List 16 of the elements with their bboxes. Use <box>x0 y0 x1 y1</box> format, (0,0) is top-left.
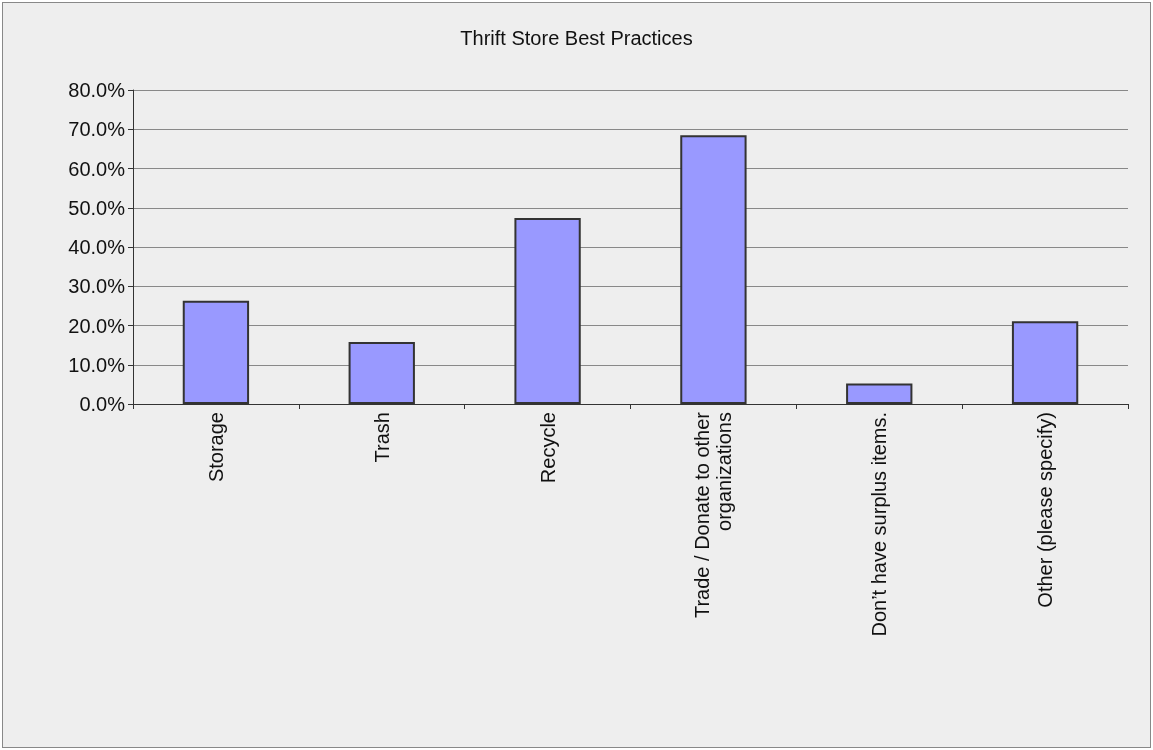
y-tick-label: 20.0% <box>68 314 126 337</box>
y-tick-label: 50.0% <box>68 196 126 219</box>
x-tick-label: Storage <box>204 412 227 483</box>
y-tick-label: 80.0% <box>68 79 126 101</box>
x-tick-label: Other (please specify) <box>1034 412 1057 608</box>
y-tick-label: 10.0% <box>68 353 126 376</box>
y-tick-label: 60.0% <box>68 157 126 180</box>
y-tick-label: 0.0% <box>79 393 126 415</box>
x-tick-label: Don’t have surplus items. <box>868 412 891 637</box>
x-tick-label: Trash <box>370 412 393 463</box>
chart-title: Thrift Store Best Practices <box>460 27 693 49</box>
y-tick-label: 40.0% <box>68 236 126 258</box>
y-tick-label: 30.0% <box>68 275 126 298</box>
y-tick-label: 70.0% <box>68 118 126 141</box>
x-tick-label: Recycle <box>536 412 559 484</box>
x-tick-label: Trade / Donate to other organizations <box>691 411 736 619</box>
